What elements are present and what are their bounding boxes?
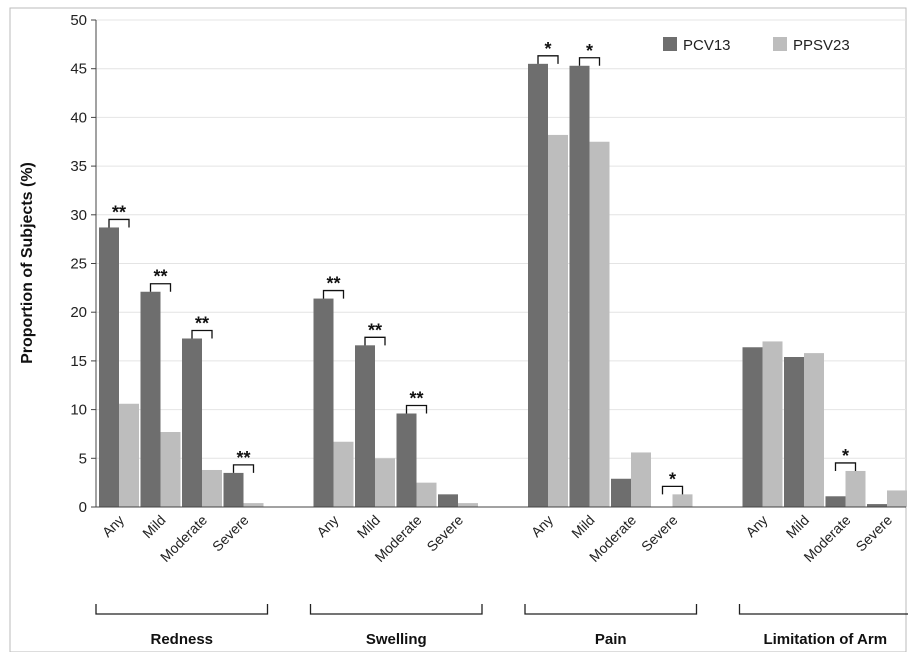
bar-ppsv23 <box>804 353 824 507</box>
y-tick-label: 30 <box>70 207 87 224</box>
significance-bracket <box>191 329 213 339</box>
bar-ppsv23 <box>762 341 783 507</box>
bars <box>99 63 907 508</box>
bar-ppsv23 <box>243 503 264 507</box>
significance-bracket <box>661 485 684 495</box>
significance-bracket <box>578 57 601 66</box>
legend-swatch <box>773 37 787 51</box>
y-tick-label: 5 <box>79 450 87 467</box>
significance-bracket <box>405 404 428 414</box>
significance-bracket <box>232 464 255 473</box>
significance-stars: * <box>586 41 593 61</box>
bar-pcv13 <box>223 472 244 507</box>
y-tick-label: 25 <box>70 256 87 273</box>
significance-stars: * <box>842 446 849 466</box>
group-bracket <box>738 604 908 615</box>
gridlines <box>96 19 906 459</box>
significance-bracket <box>537 55 559 64</box>
bar-pcv13 <box>99 227 119 507</box>
y-tick-label: 15 <box>70 353 87 370</box>
significance-stars: ** <box>409 388 423 408</box>
bar-pcv13 <box>569 65 590 507</box>
significance-bracket <box>149 283 172 292</box>
legend: PCV13 PPSV23 <box>663 37 850 54</box>
bar-ppsv23 <box>202 469 222 507</box>
bar-pcv13 <box>140 291 161 507</box>
significance-bracket <box>834 462 857 471</box>
bar-ppsv23 <box>672 494 693 507</box>
bar-ppsv23 <box>333 441 354 507</box>
y-tick-label: 50 <box>70 12 87 29</box>
group-labels: Redness Swelling Pain Limitation of ArmMove… <box>95 604 908 652</box>
y-tick-label: 40 <box>70 109 87 126</box>
significance-stars: * <box>669 469 676 489</box>
bar-pcv13 <box>355 345 375 507</box>
group-label: Limitation of ArmMovement <box>763 631 887 652</box>
bar-ppsv23 <box>845 470 866 507</box>
bar-ppsv23 <box>631 452 651 507</box>
axes: 0 5 10 15 20 25 30 35 40 45 50 <box>70 12 906 516</box>
significance-stars: ** <box>153 267 167 287</box>
bar-pcv13 <box>313 298 334 507</box>
significance-markers: *************** *** <box>108 39 857 495</box>
significance-stars: ** <box>195 313 209 333</box>
bar-pcv13 <box>867 504 887 507</box>
group-label: Redness <box>150 631 213 648</box>
bar-pcv13 <box>784 357 804 507</box>
group-bracket <box>524 604 698 615</box>
y-tick-label: 20 <box>70 304 87 321</box>
bar-pcv13 <box>825 496 846 507</box>
legend-swatch <box>663 37 677 51</box>
bar-pcv13 <box>742 347 763 507</box>
bar-ppsv23 <box>160 432 181 507</box>
bar-pcv13 <box>528 63 548 508</box>
bar-ppsv23 <box>458 503 478 507</box>
significance-bracket <box>108 218 130 228</box>
significance-bracket <box>322 289 345 299</box>
bar-pcv13 <box>182 338 202 507</box>
significance-stars: ** <box>112 202 126 222</box>
group-bracket <box>309 604 483 615</box>
group-bracket <box>95 604 269 615</box>
significance-stars: ** <box>236 448 250 468</box>
significance-stars: ** <box>326 274 340 294</box>
y-tick-label: 45 <box>70 61 87 78</box>
bar-ppsv23 <box>416 482 437 507</box>
bar-ppsv23 <box>887 490 907 507</box>
y-tick-label: 10 <box>70 402 87 419</box>
significance-bracket <box>364 336 386 346</box>
y-tick-label: 0 <box>79 499 87 516</box>
legend-label: PCV13 <box>683 37 731 54</box>
bar-ppsv23 <box>589 141 610 507</box>
group-label: Swelling <box>366 631 427 648</box>
bar-pcv13 <box>611 478 631 507</box>
significance-stars: * <box>544 39 551 59</box>
bar-pcv13 <box>396 413 417 507</box>
bar-ppsv23 <box>548 134 568 507</box>
bar-pcv13 <box>438 494 458 507</box>
y-tick-label: 35 <box>70 158 87 175</box>
bar-ppsv23 <box>119 403 139 507</box>
significance-stars: ** <box>368 320 382 340</box>
group-label: Pain <box>595 631 627 648</box>
bar-ppsv23 <box>375 458 395 507</box>
y-axis-label: Proportion of Subjects (%) <box>19 162 36 364</box>
legend-label: PPSV23 <box>793 37 850 54</box>
